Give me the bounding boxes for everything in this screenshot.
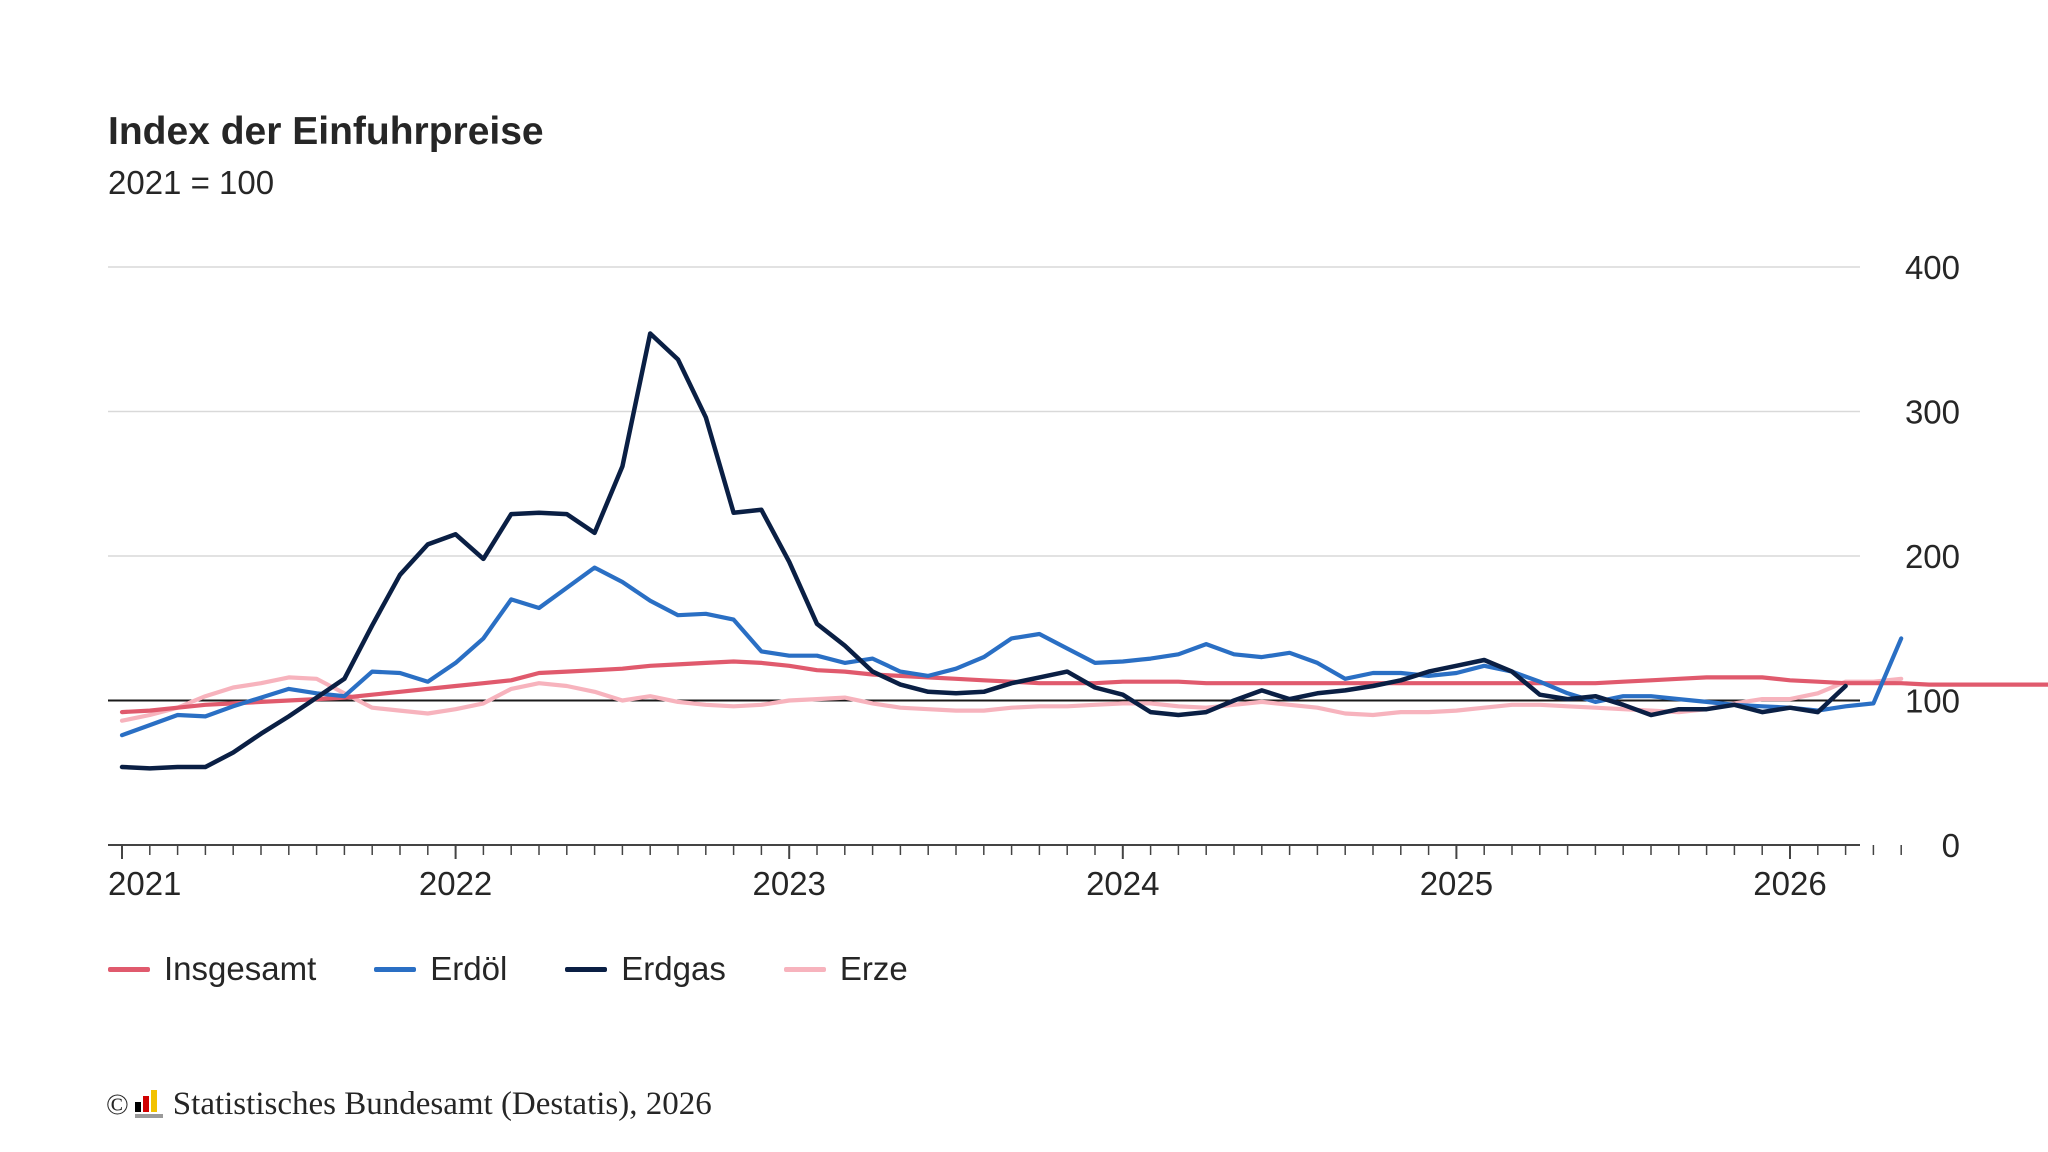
legend-label-erze: Erze bbox=[839, 950, 908, 987]
legend-swatch-erdgas bbox=[565, 966, 608, 972]
chart-subtitle: 2021 = 100 bbox=[108, 164, 275, 201]
legend-item-insgesamt: Insgesamt bbox=[108, 950, 316, 988]
legend-item-erdgas: Erdgas bbox=[565, 950, 726, 988]
x-tick-label-2025: 2025 bbox=[1420, 865, 1493, 902]
chart-title: Index der Einfuhrpreise bbox=[108, 110, 544, 153]
y-tick-label-200: 200 bbox=[1905, 538, 1960, 575]
y-tick-label-100: 100 bbox=[1905, 683, 1960, 720]
source-footer: © Statistisches Bundesamt (Destatis), 20… bbox=[106, 1086, 712, 1123]
y-tick-label-300: 300 bbox=[1905, 394, 1960, 431]
legend-item-erdoel: Erdöl bbox=[374, 950, 507, 988]
x-tick-label-2024: 2024 bbox=[1086, 865, 1159, 902]
source-text: Statistisches Bundesamt (Destatis), 2026 bbox=[172, 1086, 712, 1122]
grid-layer bbox=[108, 266, 1860, 702]
legend-swatch-insgesamt bbox=[108, 966, 150, 972]
x-axis: 2021 2022 2023 2024 2025 2026 bbox=[108, 844, 1902, 902]
legend-label-erdoel: Erdöl bbox=[430, 950, 508, 987]
legend-swatch-erze bbox=[783, 966, 826, 972]
y-tick-label-0: 0 bbox=[1942, 827, 1960, 864]
legend-label-erdgas: Erdgas bbox=[621, 950, 726, 987]
legend-item-erze: Erze bbox=[783, 950, 908, 988]
copyright-icon: © bbox=[106, 1087, 129, 1121]
legend-label-insgesamt: Insgesamt bbox=[164, 950, 317, 987]
series-line-erze bbox=[119, 675, 1904, 723]
legend-swatch-erdoel bbox=[374, 966, 417, 972]
series-line-erdgas bbox=[119, 331, 1848, 771]
x-tick-label-2023: 2023 bbox=[752, 865, 825, 902]
legend: Insgesamt Erdöl Erdgas Erze bbox=[108, 950, 966, 988]
y-tick-label-400: 400 bbox=[1905, 249, 1960, 286]
x-tick-label-2026: 2026 bbox=[1753, 865, 1826, 902]
y-axis: 0 100 200 300 400 bbox=[1905, 249, 1960, 864]
destatis-logo-icon bbox=[134, 1089, 163, 1118]
x-tick-label-2022: 2022 bbox=[419, 865, 492, 902]
x-tick-label-2021: 2021 bbox=[108, 865, 181, 902]
series-layer bbox=[119, 331, 2048, 771]
series-line-insgesamt bbox=[119, 659, 2048, 715]
